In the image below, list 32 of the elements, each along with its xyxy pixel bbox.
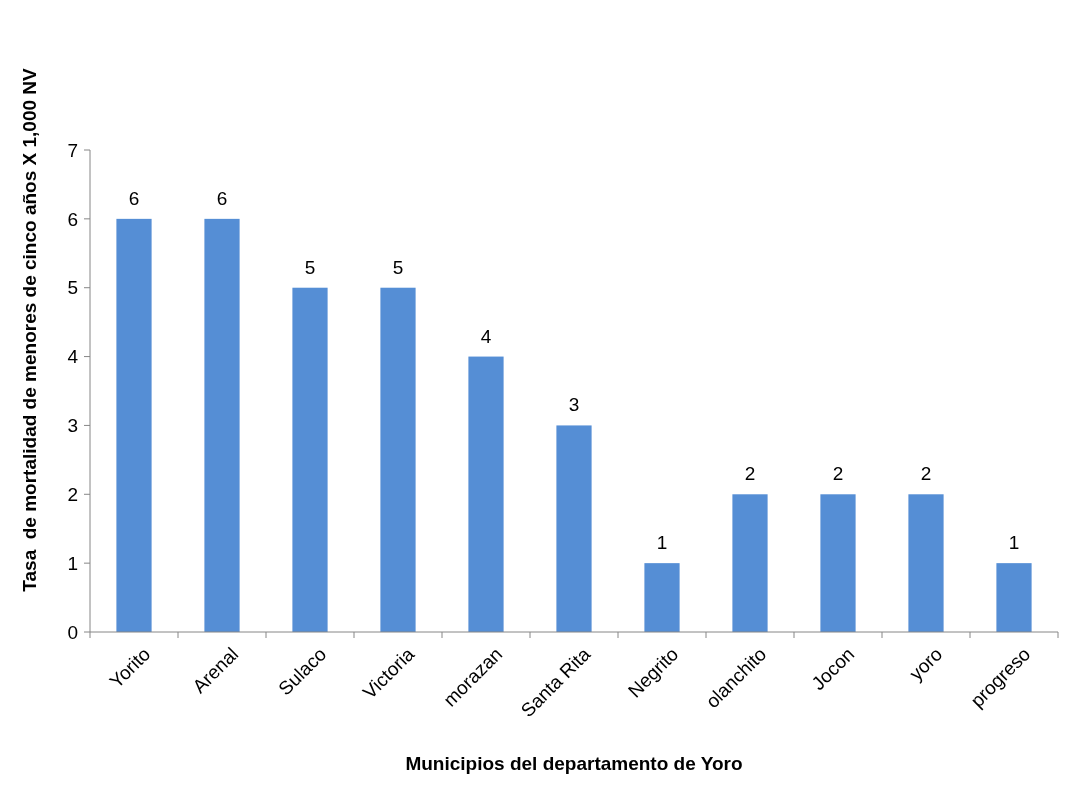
- y-tick-label: 0: [67, 621, 78, 643]
- bar: [556, 425, 592, 632]
- y-tick-label: 5: [67, 277, 78, 299]
- x-axis-title: Municipios del departamento de Yoro: [405, 753, 743, 774]
- y-axis-title: Tasa de mortalidad de menores de cinco años X 1,000 NV: [19, 67, 40, 592]
- y-tick-label: 4: [67, 346, 79, 368]
- data-label: 1: [1008, 532, 1020, 554]
- data-label: 5: [304, 256, 316, 278]
- data-label: 3: [568, 394, 580, 416]
- bar: [204, 218, 240, 632]
- y-tick-label: 7: [67, 139, 78, 161]
- bar: [996, 563, 1032, 632]
- data-label: 6: [128, 187, 140, 209]
- data-label: 1: [656, 532, 668, 554]
- bar: [820, 494, 856, 632]
- data-label: 2: [744, 463, 756, 485]
- y-tick-label: 2: [67, 483, 78, 505]
- y-tick-label: 3: [67, 415, 78, 437]
- bar: [116, 218, 152, 632]
- y-tick-label: 6: [67, 208, 78, 230]
- data-label: 2: [832, 463, 844, 485]
- bar: [644, 563, 680, 632]
- bar: [468, 356, 504, 632]
- bar: [908, 494, 944, 632]
- data-label: 2: [920, 463, 932, 485]
- data-label: 6: [216, 187, 228, 209]
- bar: [732, 494, 768, 632]
- data-label: 4: [480, 325, 492, 347]
- data-label: 5: [392, 256, 404, 278]
- bar: [292, 287, 328, 632]
- bar: [380, 287, 416, 632]
- y-tick-label: 1: [67, 552, 78, 574]
